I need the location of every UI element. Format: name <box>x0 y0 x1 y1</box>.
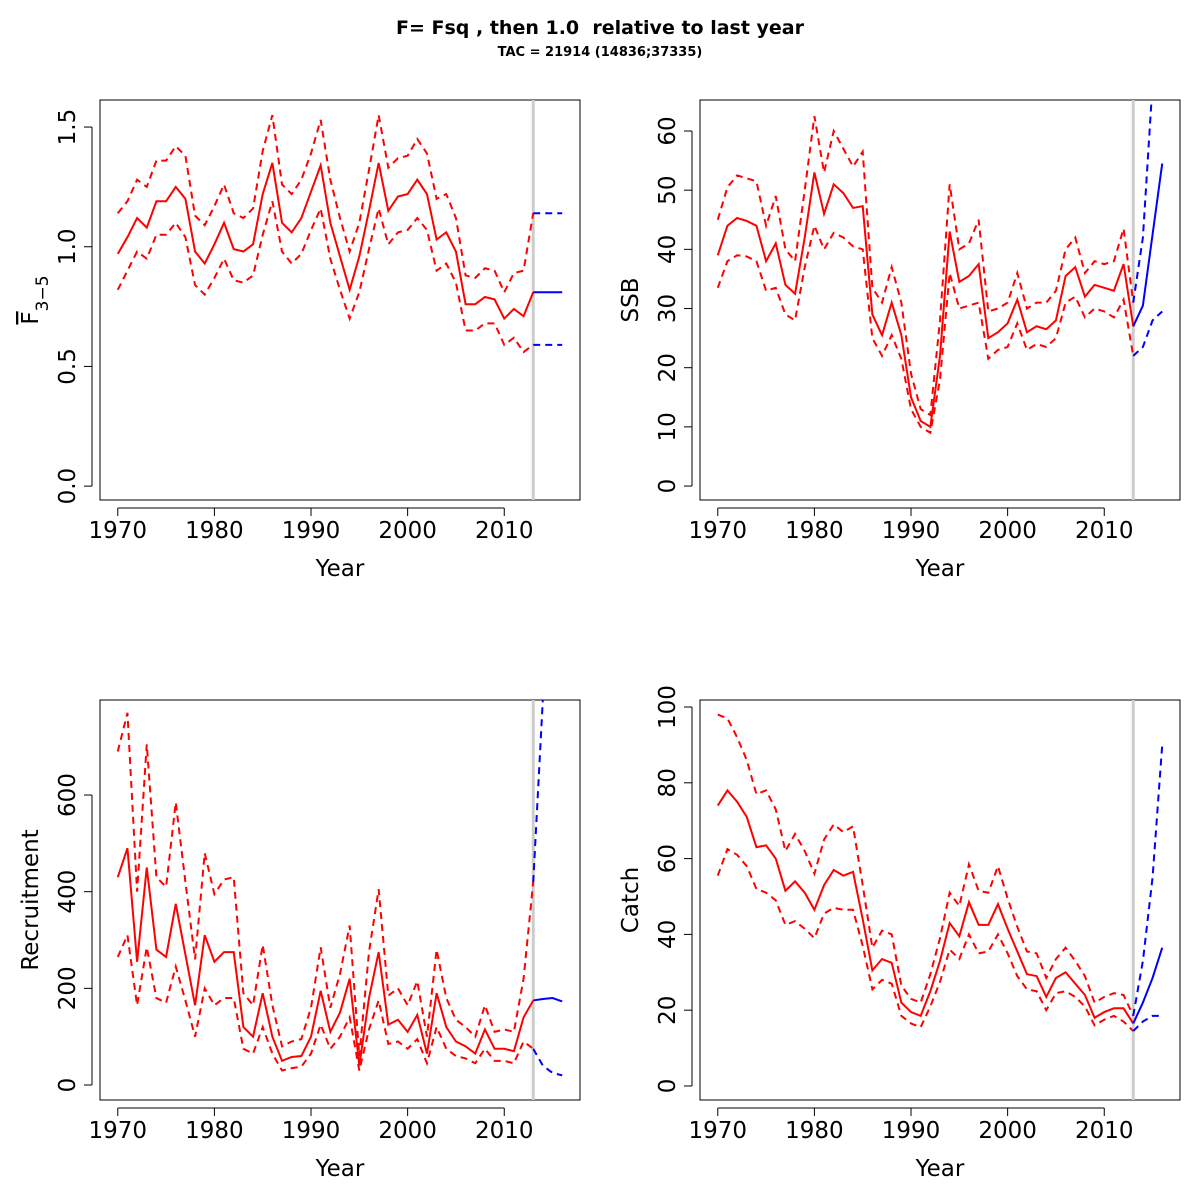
series-line <box>1132 1014 1163 1032</box>
x-tick-label: 2010 <box>475 518 534 544</box>
y-axis-title: F3−5 <box>18 275 53 324</box>
series-line <box>532 700 544 883</box>
y-axis-title-main: F <box>18 311 44 324</box>
x-tick-label: 1970 <box>689 1118 748 1144</box>
y-axis-title-main: Recruitment <box>18 829 44 970</box>
x-tick-label: 2000 <box>978 518 1037 544</box>
x-tick-label: 1990 <box>882 518 941 544</box>
x-tick-label: 1980 <box>185 518 244 544</box>
y-axis-title: Recruitment <box>18 829 44 970</box>
x-tick-label: 2010 <box>475 1118 534 1144</box>
series-line <box>716 116 1135 417</box>
x-tick-label: 1970 <box>689 518 748 544</box>
x-tick-label: 1990 <box>282 1118 341 1144</box>
y-tick-label: 400 <box>55 870 81 914</box>
series-line <box>116 114 535 295</box>
panel: 1970 1980 1990 2000 2010 0 20 40 60 80 100 Year Catc… <box>618 685 1181 1182</box>
y-tick-label: 100 <box>655 685 681 729</box>
y-tick-label: 20 <box>655 353 681 382</box>
plot-frame <box>99 99 581 501</box>
y-tick-label: 0 <box>655 1079 681 1094</box>
y-tick-label: 1.0 <box>55 228 81 265</box>
y-tick-label: 0 <box>655 479 681 494</box>
x-axis-title: Year <box>315 1156 365 1182</box>
y-tick-label: 20 <box>655 996 681 1025</box>
series-line <box>116 847 535 1066</box>
x-tick-label: 1970 <box>89 1118 148 1144</box>
panel: 1970 1980 1990 2000 2010 0 10 20 30 40 50 60 Year SSB <box>618 99 1181 582</box>
y-tick-label: 40 <box>655 235 681 264</box>
series-line <box>716 172 1135 429</box>
y-tick-label: 1.5 <box>55 109 81 146</box>
x-tick-label: 2010 <box>1075 1118 1134 1144</box>
y-tick-label: 200 <box>55 966 81 1010</box>
series-line <box>1132 947 1164 1024</box>
y-tick-label: 50 <box>655 176 681 205</box>
x-tick-label: 1970 <box>89 518 148 544</box>
y-tick-label: 0 <box>55 1078 81 1093</box>
x-tick-label: 2000 <box>978 1118 1037 1144</box>
plot-frame <box>699 99 1181 501</box>
x-tick-label: 2000 <box>378 518 437 544</box>
series-line <box>717 713 1135 1017</box>
y-tick-label: 40 <box>655 920 681 949</box>
x-tick-label: 1980 <box>785 1118 844 1144</box>
y-axis-title: Catch <box>618 867 644 933</box>
y-axis-title-main: Catch <box>618 867 644 933</box>
series-line <box>116 931 534 1072</box>
series-line <box>716 847 1134 1032</box>
series-line <box>533 997 563 1003</box>
y-axis-title-main: SSB <box>618 278 644 323</box>
y-axis-title: SSB <box>618 278 644 323</box>
panel: 1970 1980 1990 2000 2010 0.0 0.5 1.0 1.5 Year F3−5 <box>18 99 581 582</box>
figure-title: F= Fsq , then 1.0 relative to last year <box>396 17 805 39</box>
series-line <box>716 222 1135 435</box>
y-tick-label: 80 <box>655 768 681 797</box>
x-tick-label: 1980 <box>785 518 844 544</box>
series-line <box>116 712 535 1057</box>
y-axis-title-sub: 3−5 <box>33 275 53 311</box>
series-line <box>1132 100 1153 303</box>
x-axis-title: Year <box>915 556 965 582</box>
series-line <box>532 1048 563 1077</box>
x-tick-label: 2000 <box>378 1118 437 1144</box>
y-tick-label: 0.5 <box>55 348 81 385</box>
series-line <box>1132 163 1164 327</box>
series-line <box>1132 744 1164 1017</box>
x-axis-title: Year <box>315 556 365 582</box>
figure-subtitle: TAC = 21914 (14836;37335) <box>498 45 703 60</box>
y-tick-label: 30 <box>655 294 681 323</box>
x-axis-title: Year <box>915 1156 965 1182</box>
x-tick-label: 1980 <box>185 1118 244 1144</box>
panel: 1970 1980 1990 2000 2010 0 200 400 600 Year Recrui… <box>18 699 581 1182</box>
y-tick-label: 60 <box>655 844 681 873</box>
y-tick-label: 0.0 <box>55 468 81 505</box>
plot-frame <box>99 699 581 1101</box>
series-line <box>116 161 535 321</box>
plot-frame <box>699 699 1181 1101</box>
series-line <box>716 788 1135 1024</box>
series-line <box>116 200 534 354</box>
y-tick-label: 10 <box>655 412 681 441</box>
y-tick-label: 600 <box>55 773 81 817</box>
series-line <box>1132 310 1163 357</box>
x-tick-label: 2010 <box>1075 518 1134 544</box>
x-tick-label: 1990 <box>882 1118 941 1144</box>
x-tick-label: 1990 <box>282 518 341 544</box>
y-tick-label: 60 <box>655 116 681 145</box>
